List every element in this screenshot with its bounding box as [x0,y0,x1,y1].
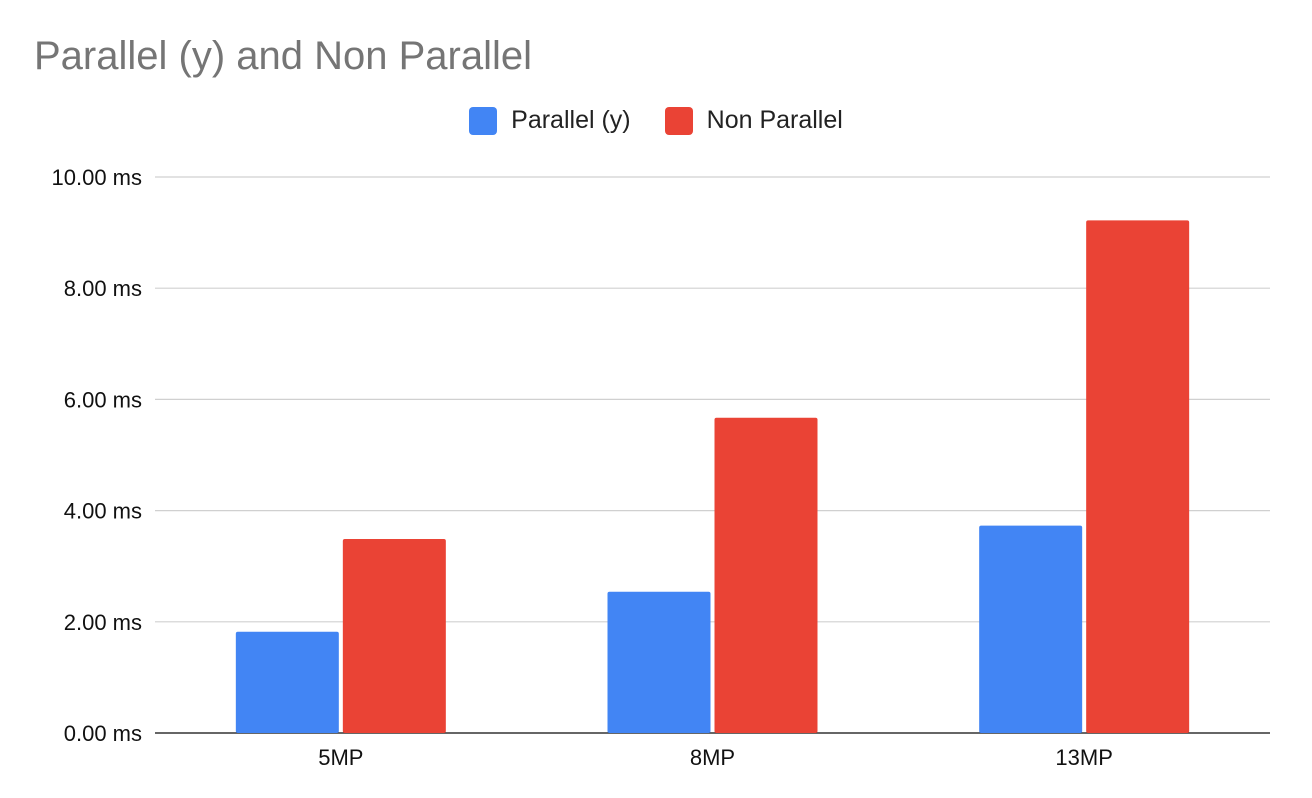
y-tick-label: 2.00 ms [64,610,142,635]
x-tick-label: 13MP [1055,745,1112,770]
legend: Parallel (y) Non Parallel [0,106,1312,135]
legend-label-parallel: Parallel (y) [511,106,631,134]
bar-non-parallel-5mp [342,538,446,733]
bar-parallel-5mp [235,631,339,733]
chart-title: Parallel (y) and Non Parallel [34,34,533,78]
bar-non-parallel-8mp [714,417,818,733]
y-tick-label: 6.00 ms [64,387,142,412]
bar-parallel-8mp [607,591,711,733]
y-tick-label: 10.00 ms [52,165,143,190]
bar-non-parallel-13mp [1086,220,1190,734]
bar-parallel-13mp [979,525,1083,733]
legend-swatch-parallel [469,106,498,135]
x-tick-label: 8MP [690,745,735,770]
y-tick-label: 0.00 ms [64,721,142,746]
x-tick-label: 5MP [318,745,363,770]
legend-item-non-parallel[interactable]: Non Parallel [664,106,843,135]
legend-item-parallel[interactable]: Parallel (y) [469,106,631,135]
y-tick-label: 8.00 ms [64,276,142,301]
legend-label-non-parallel: Non Parallel [706,106,843,134]
legend-swatch-non-parallel [664,106,693,135]
y-tick-label: 4.00 ms [64,499,142,524]
